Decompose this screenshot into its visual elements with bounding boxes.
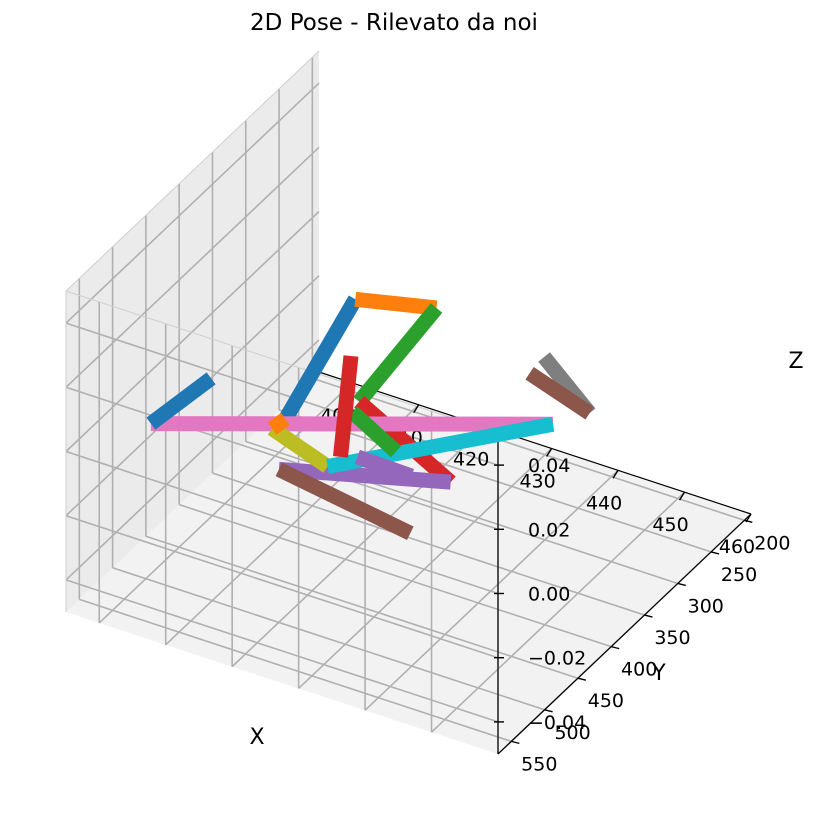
- y-tick-label: 350: [654, 627, 690, 649]
- z-tick-label: 0.00: [528, 584, 570, 606]
- pose-segment-12: [267, 412, 290, 435]
- x-tick-label: 460: [719, 536, 755, 558]
- z-tick-label: 0.02: [528, 519, 570, 541]
- x-tick: [413, 404, 420, 414]
- pose-segment-6: [275, 462, 414, 540]
- y-tick: [710, 551, 720, 555]
- y-tick-label: 200: [754, 532, 790, 554]
- y-tick: [511, 740, 520, 745]
- z-axis-label: Z: [788, 349, 803, 374]
- axes-grid: [65, 57, 752, 755]
- z-tick-label: −0.02: [528, 648, 586, 670]
- axes-lines: [65, 50, 752, 755]
- pose-segment-3: [353, 303, 443, 407]
- grid-line-x: [165, 404, 420, 646]
- grid-line-z: [65, 386, 499, 531]
- pane-edge: [65, 50, 320, 292]
- grid-line-x: [298, 447, 553, 690]
- x-axis-line: [318, 371, 752, 515]
- x-tick: [678, 491, 686, 501]
- grid-line-y: [178, 503, 612, 648]
- grid-line-z: [65, 146, 320, 388]
- y-tick-label: 550: [521, 753, 557, 775]
- pose-segment-15: [354, 449, 415, 484]
- grid-line-y: [312, 377, 745, 522]
- pane-edge: [65, 290, 499, 434]
- grid-line-y: [79, 598, 512, 743]
- y-tick-label: 500: [554, 722, 590, 744]
- grid-line-y: [112, 567, 545, 711]
- x-axis-label: X: [249, 725, 264, 750]
- z-tick-label: −0.04: [528, 712, 586, 734]
- pose-segment-16: [525, 367, 594, 420]
- y-tick: [644, 614, 653, 618]
- pose-segments: [146, 291, 596, 540]
- pose-segment-9: [267, 422, 332, 473]
- x-tick: [546, 448, 553, 457]
- y-tick-label: 400: [621, 659, 657, 681]
- pose-segment-4: [354, 396, 456, 488]
- grid-line-z: [65, 82, 320, 324]
- x-tick-label: 440: [586, 492, 622, 514]
- grid-line-x: [364, 469, 619, 711]
- grid-line-y: [278, 409, 712, 553]
- pose-segment-5: [278, 461, 452, 490]
- x-tick-label: 450: [652, 514, 688, 536]
- grid-line-z: [65, 579, 499, 723]
- pose-segment-13: [347, 406, 402, 458]
- y-tick: [677, 582, 686, 587]
- x-tick-label: 420: [453, 449, 489, 471]
- pose-segment-2: [354, 291, 438, 316]
- y-tick: [544, 709, 553, 713]
- y-tick: [744, 519, 753, 523]
- grid-line-z: [65, 339, 320, 581]
- x-tick: [612, 469, 619, 479]
- y-axis-label: Y: [651, 661, 666, 686]
- x-tick-label: 430: [519, 470, 555, 492]
- grid-line-z: [65, 210, 320, 453]
- grid-line-y: [145, 535, 579, 679]
- y-axis-line: [497, 513, 752, 755]
- pose-segment-7: [150, 416, 554, 432]
- y-tick-label: 250: [721, 564, 757, 586]
- grid-line-z: [65, 514, 499, 659]
- y-tick: [577, 677, 587, 681]
- pose-segment-11: [146, 372, 216, 430]
- grid-line-z: [65, 450, 499, 595]
- y-tick-label: 450: [588, 690, 624, 712]
- grid-line-x: [430, 491, 686, 733]
- y-tick-label: 300: [688, 595, 724, 617]
- pose-segment-1: [279, 295, 362, 423]
- chart-title: 2D Pose - Rilevato da noi: [250, 10, 538, 36]
- y-tick: [611, 645, 620, 650]
- grid-line-y: [212, 472, 645, 616]
- z-tick-label: 0.04: [528, 455, 570, 477]
- pose-segment-14: [333, 355, 359, 458]
